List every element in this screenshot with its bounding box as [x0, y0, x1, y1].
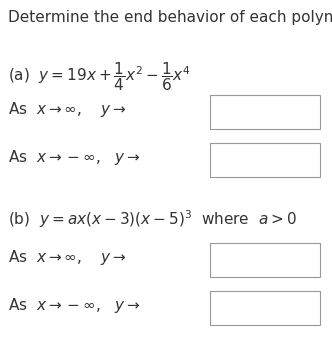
Text: (b)  $y = ax(x - 3)(x - 5)^3$  where  $a > 0$: (b) $y = ax(x - 3)(x - 5)^3$ where $a > …	[8, 208, 297, 230]
FancyBboxPatch shape	[210, 143, 320, 177]
FancyBboxPatch shape	[210, 291, 320, 325]
FancyBboxPatch shape	[210, 243, 320, 277]
Text: As  $x \rightarrow \infty$,    $y \rightarrow$: As $x \rightarrow \infty$, $y \rightarro…	[8, 248, 127, 267]
Text: (a)  $y = 19x + \dfrac{1}{4}x^2 - \dfrac{1}{6}x^4$: (a) $y = 19x + \dfrac{1}{4}x^2 - \dfrac{…	[8, 60, 191, 93]
Text: As  $x \rightarrow \infty$,    $y \rightarrow$: As $x \rightarrow \infty$, $y \rightarro…	[8, 100, 127, 119]
Text: As  $x \rightarrow -\infty$,   $y \rightarrow$: As $x \rightarrow -\infty$, $y \rightarr…	[8, 296, 141, 315]
FancyBboxPatch shape	[210, 95, 320, 129]
Text: Determine the end behavior of each polynomial.: Determine the end behavior of each polyn…	[8, 10, 332, 25]
Text: As  $x \rightarrow -\infty$,   $y \rightarrow$: As $x \rightarrow -\infty$, $y \rightarr…	[8, 148, 141, 167]
